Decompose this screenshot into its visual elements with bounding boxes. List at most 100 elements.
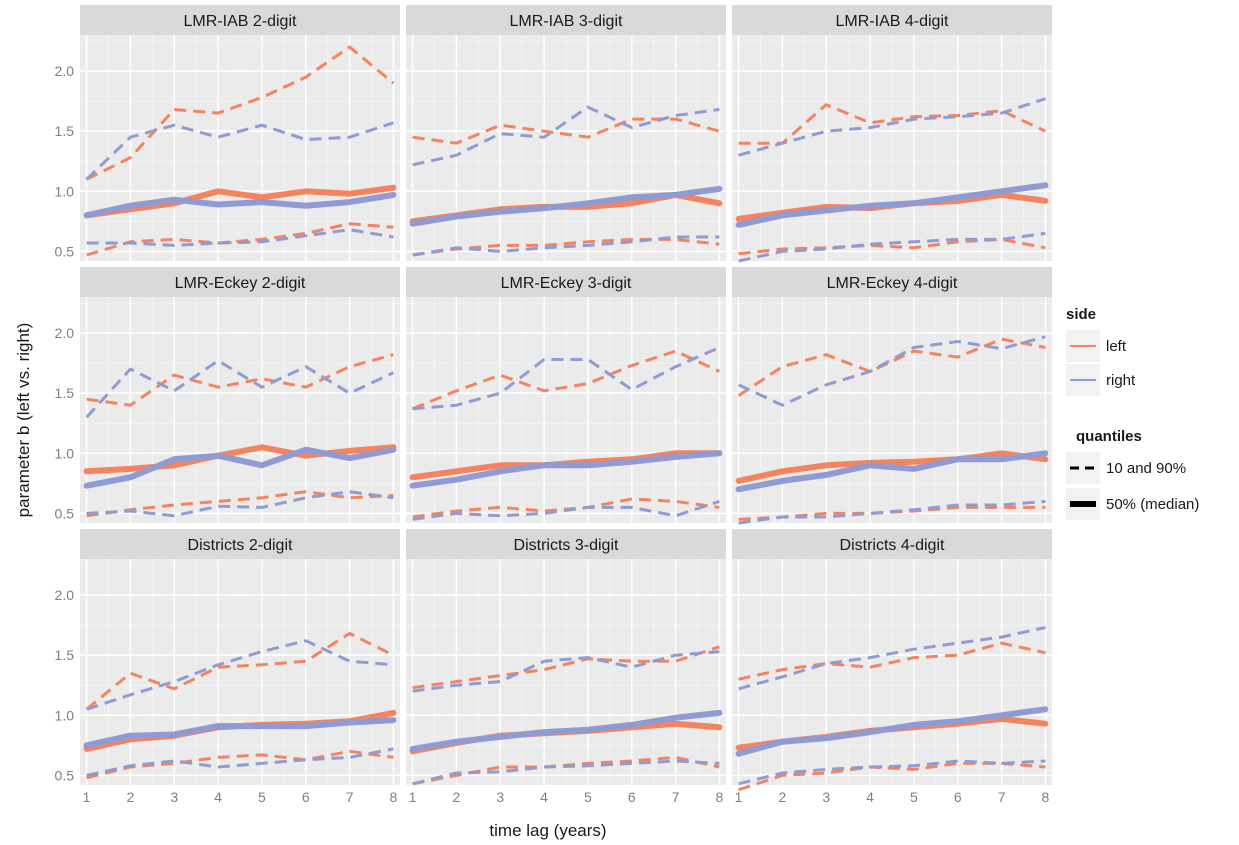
series-line-left-q90 <box>737 337 1046 397</box>
legend-quantiles-title: quantiles <box>1076 428 1142 445</box>
series-line-right-q50 <box>83 191 397 219</box>
y-tick-label: 2.0 <box>55 325 75 341</box>
facet-title: Districts 4-digit <box>840 537 945 554</box>
y-tick-label: 1.5 <box>55 123 75 139</box>
legend-label-left: left <box>1106 338 1127 355</box>
series-line-right-q10 <box>412 759 720 786</box>
series-line-right-q10 <box>412 235 720 257</box>
x-tick-label: 7 <box>346 789 354 805</box>
x-tick-label: 3 <box>822 789 830 805</box>
facet-panel: LMR-Eckey 2-digit 0.5 1.0 1.5 2.0 <box>55 267 400 523</box>
series-line-left-q50 <box>83 184 397 219</box>
x-tick-label: 2 <box>127 789 135 805</box>
facet-title: Districts 3-digit <box>514 537 619 554</box>
series-line-right-q10 <box>738 759 1046 786</box>
series-line-right-q50 <box>409 450 723 489</box>
x-tick-label: 7 <box>998 789 1006 805</box>
facet-title: LMR-IAB 3-digit <box>510 13 623 30</box>
series-line-right-q90 <box>737 335 1046 407</box>
series-line-right-q90 <box>85 359 395 419</box>
series-line-right-q10 <box>86 228 394 247</box>
series-line-right-q90 <box>86 639 394 711</box>
series-line-left-q10 <box>412 237 720 257</box>
y-tick-label: 1.5 <box>55 647 75 663</box>
facet-panel: Districts 2-digit 0.5 1.0 1.5 2.0 1 2 3 4 5 6 7 8 <box>55 529 400 805</box>
y-tick-label: 1.0 <box>55 183 75 199</box>
y-tick-label: 2.0 <box>55 63 75 79</box>
facet-strip <box>732 529 1052 559</box>
series-line-right-q50 <box>409 709 723 752</box>
series-line-left-q90 <box>85 632 395 711</box>
facet-panel: Districts 4-digit 1 2 3 4 5 6 7 8 <box>732 529 1052 805</box>
x-tick-label: 5 <box>258 789 266 805</box>
facet-panel: LMR-IAB 2-digit 0.5 1.0 1.5 2.0 <box>55 5 400 261</box>
x-tick-label: 1 <box>409 789 417 805</box>
facet-strip <box>732 267 1052 297</box>
facet-title: LMR-Eckey 2-digit <box>175 275 306 292</box>
series-line-left-q50 <box>735 450 1049 484</box>
legend-label-q10-90: 10 and 90% <box>1106 460 1186 477</box>
x-tick-label: 1 <box>83 789 91 805</box>
y-tick-label: 1.5 <box>55 385 75 401</box>
x-tick-label: 4 <box>866 789 874 805</box>
x-tick-label: 4 <box>540 789 548 805</box>
x-tick-label: 8 <box>390 789 398 805</box>
series-line-right-q10 <box>86 747 394 777</box>
facet-strip <box>732 5 1052 35</box>
facet-strip <box>80 529 400 559</box>
y-tick-label: 0.5 <box>55 767 75 783</box>
series-line-left-q90 <box>86 353 394 407</box>
series-line-right-q50 <box>735 450 1049 493</box>
series-line-right-q50 <box>83 717 397 749</box>
series-line-left-q50 <box>83 444 397 475</box>
x-tick-label: 8 <box>1042 789 1050 805</box>
x-tick-label: 2 <box>453 789 461 805</box>
facet-strip <box>406 267 726 297</box>
facet-title: LMR-Eckey 3-digit <box>501 275 632 292</box>
series-line-right-q10 <box>738 231 1046 263</box>
facet-panel: LMR-Eckey 3-digit <box>406 267 726 523</box>
series-line-left-q10 <box>86 749 394 780</box>
facet-strip <box>80 267 400 297</box>
series-line-right-q50 <box>83 446 397 489</box>
facet-title: LMR-IAB 4-digit <box>836 13 949 30</box>
series-line-right-q50 <box>409 185 723 227</box>
series-line-right-q10 <box>412 499 720 521</box>
series-line-right-q10 <box>86 490 394 518</box>
x-tick-label: 1 <box>735 789 743 805</box>
series-line-right-q10 <box>738 499 1046 525</box>
x-tick-label: 3 <box>496 789 504 805</box>
facet-title: LMR-IAB 2-digit <box>184 13 297 30</box>
series-line-right-q90 <box>738 97 1046 157</box>
x-tick-label: 3 <box>170 789 178 805</box>
facet-title: Districts 2-digit <box>188 537 293 554</box>
x-tick-label: 4 <box>214 789 222 805</box>
series-line-right-q50 <box>735 706 1049 757</box>
y-tick-label: 1.0 <box>55 445 75 461</box>
y-tick-label: 2.0 <box>55 587 75 603</box>
facet-strip <box>406 529 726 559</box>
facet-panel: Districts 3-digit 1 2 3 4 5 6 7 8 <box>406 529 726 805</box>
series-line-right-q90 <box>412 650 720 693</box>
legend-label-right: right <box>1106 372 1136 389</box>
legend-label-median: 50% (median) <box>1106 496 1199 513</box>
series-line-right-q90 <box>738 626 1046 691</box>
facet-strip <box>406 5 726 35</box>
y-axis-title: parameter b (left vs. right) <box>14 323 33 518</box>
x-tick-label: 7 <box>672 789 680 805</box>
series-line-left-q90 <box>412 645 720 690</box>
facet-panel: LMR-IAB 4-digit <box>732 5 1052 263</box>
facet-title: LMR-Eckey 4-digit <box>827 275 958 292</box>
x-axis-title: time lag (years) <box>489 821 606 840</box>
x-tick-label: 6 <box>628 789 636 805</box>
series-line-right-q90 <box>412 105 720 167</box>
x-tick-label: 8 <box>716 789 724 805</box>
facet-panel: LMR-Eckey 4-digit <box>732 267 1052 525</box>
y-tick-label: 1.0 <box>55 707 75 723</box>
series-line-left-q90 <box>738 103 1047 145</box>
facet-panel: LMR-IAB 3-digit <box>406 5 726 261</box>
x-tick-label: 6 <box>954 789 962 805</box>
chart-panels: LMR-IAB 2-digit 0.5 1.0 1.5 2.0 LMR-IAB 3-dig… <box>55 5 1052 805</box>
facet-strip <box>80 5 400 35</box>
